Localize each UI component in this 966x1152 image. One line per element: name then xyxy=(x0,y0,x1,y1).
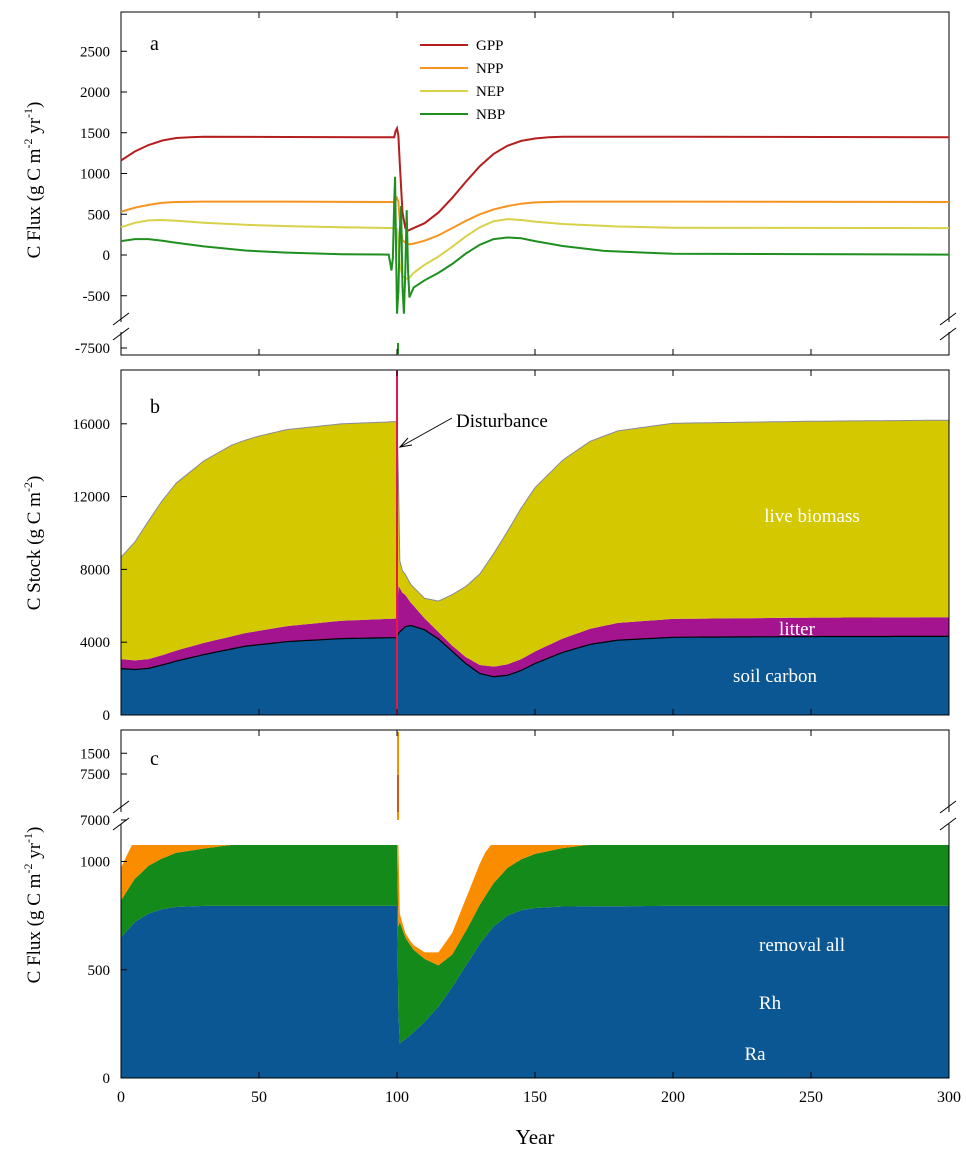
panel-a-ytick-label: 1500 xyxy=(80,126,110,142)
x-tick-label: 100 xyxy=(385,1089,409,1106)
panel-b-areas xyxy=(120,371,949,715)
legend-label-npp: NPP xyxy=(476,61,504,77)
panel-a-ytick-label: 1000 xyxy=(80,167,110,183)
x-axis-label: Year xyxy=(516,1125,555,1149)
panel-b-area-live-biomass xyxy=(121,420,949,667)
panel-c-axis-break xyxy=(108,800,961,831)
legend-label-nep: NEP xyxy=(476,84,504,100)
panel-b-ytick-label: 4000 xyxy=(80,635,110,651)
panel-a-ytick-label: 2500 xyxy=(80,44,110,60)
panel-c-ylabel: C Flux (g C m-2 yr-1) xyxy=(21,827,45,984)
panel-a-axis-break xyxy=(108,312,961,341)
panel-c-ytick-label: 1000 xyxy=(80,855,110,871)
panel-c-ytick-label: 0 xyxy=(103,1071,111,1087)
x-tick-label: 250 xyxy=(799,1089,823,1106)
panel-a-legend: GPP NPP NEP NBP xyxy=(420,38,505,123)
disturbance-label: Disturbance xyxy=(456,411,548,432)
live-biomass-label: live biomass xyxy=(764,506,860,527)
panel-c-label: c xyxy=(150,748,159,770)
panel-a-ytick-label: 0 xyxy=(103,248,111,264)
panel-a-label: a xyxy=(150,33,159,55)
series-line-gpp xyxy=(120,125,950,232)
litter-label: litter xyxy=(779,619,816,640)
x-tick-label: 200 xyxy=(661,1089,685,1106)
legend-label-nbp: NBP xyxy=(476,107,505,123)
x-tick-label: 300 xyxy=(937,1089,961,1106)
panel-a-y-axis: -500 0 500 1000 1500 2000 2500 xyxy=(80,44,127,305)
legend-label-gpp: GPP xyxy=(476,38,504,54)
panel-b-ytick-label: 0 xyxy=(103,708,111,724)
total-stock-outline xyxy=(120,419,949,602)
panel-a-ytick-label: 500 xyxy=(88,207,111,223)
panel-a-frame xyxy=(120,11,950,356)
ra-label: Ra xyxy=(744,1044,766,1065)
panel-b-area-soil-carbon xyxy=(121,625,949,715)
panel-c-area-rh xyxy=(121,845,949,1044)
rh-label: Rh xyxy=(759,993,782,1014)
disturbance-annotation: Disturbance xyxy=(398,411,548,448)
panel-b-ylabel: C Stock (g C m-2) xyxy=(21,476,45,611)
x-tick-label: 150 xyxy=(523,1089,547,1106)
panel-a-ylabel: C Flux (g C m-2 yr-1) xyxy=(21,102,45,259)
soil-carbon-label: soil carbon xyxy=(733,666,817,687)
panel-a-ytick-label: -500 xyxy=(83,289,111,305)
x-axis: 0 50 100 150 200 250 300 xyxy=(117,12,961,1106)
series-line-nbp xyxy=(120,176,950,314)
panel-b-ytick-label: 12000 xyxy=(73,490,111,506)
x-tick-label: 0 xyxy=(117,1089,125,1106)
panel-b-y-axis: 0 4000 8000 12000 16000 xyxy=(73,417,127,724)
panel-c-y-axis: 0 500 1000 1500 xyxy=(80,746,127,1087)
soil-carbon-outline xyxy=(120,624,949,678)
panel-c-broken-tick-label-7000: 7000 xyxy=(80,813,110,829)
panel-a-ytick-label: 2000 xyxy=(80,85,110,101)
panel-a-broken-tick-label: -7500 xyxy=(75,341,110,357)
panel-c-area-ra xyxy=(121,905,949,1078)
panel-b-ytick-label: 8000 xyxy=(80,562,110,578)
removal-all-label: removal all xyxy=(759,935,845,956)
panel-b-ytick-label: 16000 xyxy=(73,417,111,433)
panel-c-broken-tick-label-7500: 7500 xyxy=(80,767,110,783)
panel-c-ytick-label: 1500 xyxy=(80,746,110,762)
series-line-npp xyxy=(120,195,950,246)
panel-b-label: b xyxy=(150,396,160,418)
panel-b: b 0 4000 8000 12000 16000 Disturbance live b… xyxy=(21,369,950,724)
series-line-nep xyxy=(120,218,950,281)
panel-b-area-litter xyxy=(121,585,949,677)
panel-c-ytick-label: 500 xyxy=(88,963,111,979)
x-tick-label: 50 xyxy=(251,1089,267,1106)
panel-a-lines xyxy=(120,125,950,314)
panel-c-areas xyxy=(121,845,949,1078)
